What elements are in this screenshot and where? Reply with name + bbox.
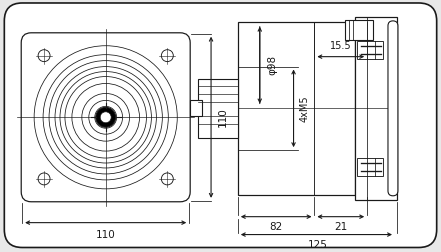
Text: 125: 125 xyxy=(307,240,327,249)
Bar xyxy=(345,20,373,40)
Text: 21: 21 xyxy=(334,222,348,232)
Bar xyxy=(190,100,202,116)
Circle shape xyxy=(100,112,111,123)
Bar xyxy=(198,79,238,138)
Text: 110: 110 xyxy=(96,230,116,240)
FancyBboxPatch shape xyxy=(21,33,190,202)
Text: 110: 110 xyxy=(218,107,228,127)
Bar xyxy=(238,22,355,195)
Text: 82: 82 xyxy=(269,222,283,232)
Text: 4xM5: 4xM5 xyxy=(299,95,310,122)
Circle shape xyxy=(96,107,116,127)
Text: φ98: φ98 xyxy=(268,55,278,75)
Bar xyxy=(357,41,383,59)
Text: 15.5: 15.5 xyxy=(330,41,351,51)
Bar xyxy=(357,158,383,176)
FancyBboxPatch shape xyxy=(4,3,437,247)
FancyBboxPatch shape xyxy=(388,21,398,196)
Bar xyxy=(355,17,397,200)
